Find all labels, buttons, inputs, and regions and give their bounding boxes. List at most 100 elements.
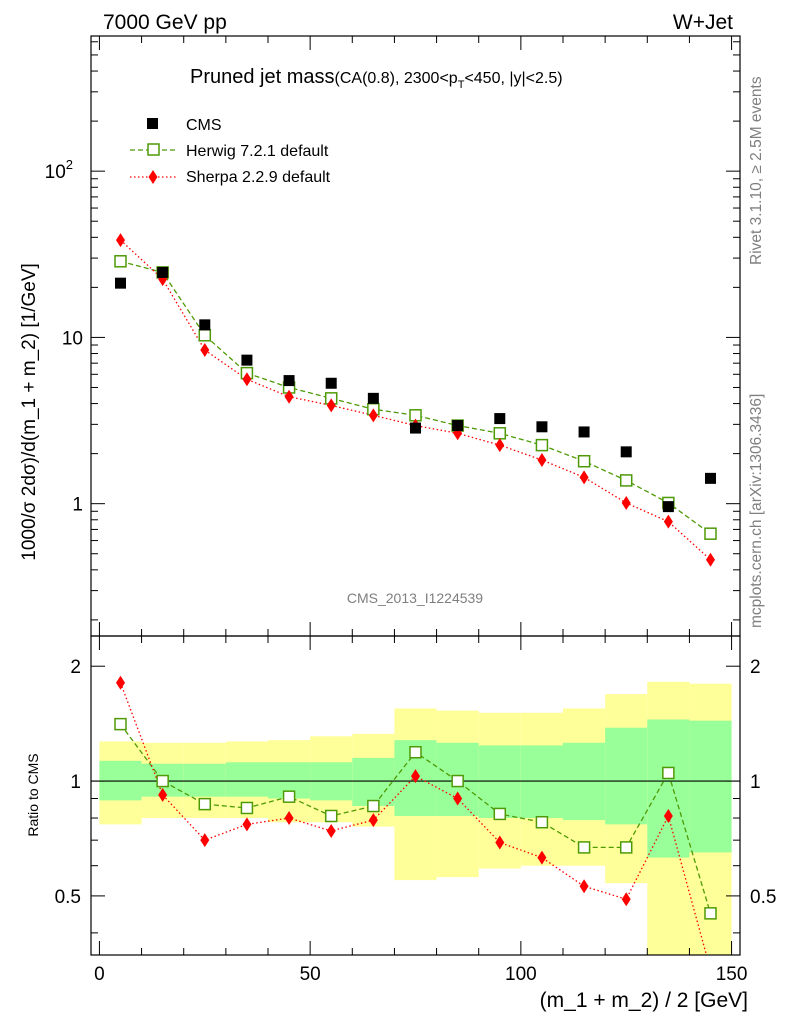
cms-point [325,377,337,389]
sherpa-ratio-point [579,879,589,894]
sherpa-ratio-line [119,682,708,955]
cms-point [578,426,590,438]
cms-point [705,472,716,484]
band-1sigma [689,720,732,853]
ratio-y-tick-label-right: 1 [750,772,761,793]
x-tick-label: 0 [94,964,105,985]
sherpa-point [579,470,589,485]
mcplots-label: mcplots.cern.ch [arXiv:1306.3436] [748,394,765,628]
sherpa-point [537,453,547,468]
cms-point [536,421,548,433]
sherpa-ratio-point [621,892,631,907]
legend-marker-cms [147,118,158,129]
sherpa-point [284,389,294,404]
sherpa-ratio-point [495,835,505,850]
legend-marker-herwig [147,143,160,156]
sherpa-ratio-point [242,817,252,832]
cms-point [410,422,421,434]
herwig-ratio-point [156,774,169,788]
header-right: W+Jet [673,11,733,34]
herwig-line [120,260,711,535]
x-tick-label: 50 [300,964,321,985]
herwig-ratio-point [619,841,633,854]
cms-point [367,392,379,404]
sherpa-ratio-point [326,823,336,838]
cms-point [115,277,126,289]
herwig-ratio-point [451,774,464,788]
herwig-ratio-point [114,717,127,731]
sherpa-point [663,514,673,529]
herwig-ratio-point [282,790,296,803]
sherpa-point [368,408,378,423]
sherpa-ratio-point [284,811,294,826]
sherpa-ratio-point [158,787,168,802]
herwig-ratio-point [704,907,717,920]
cms-point [157,266,169,278]
band-1sigma [647,719,690,858]
cms-point [283,375,295,387]
herwig-ratio-point [324,809,338,823]
y-tick-label: 102 [45,157,73,183]
herwig-point [704,527,717,540]
band-1sigma [225,762,268,797]
main-title: Pruned jet mass(CA(0.8), 2300<pT<450, |y… [190,66,563,91]
ratio-ylabel: Ratio to CMS [25,753,41,836]
ratio-y-tick-label: 2 [70,657,81,678]
cms-point [494,413,506,425]
legend-label-cms: CMS [186,117,222,134]
ratio-y-tick-label-right: 2 [750,657,761,678]
sherpa-ratio-point [368,813,378,828]
x-tick-label: 100 [505,964,537,985]
herwig-ratio-point [198,797,212,811]
sherpa-ratio-point [663,808,673,823]
rivet-label: Rivet 3.1.10, ≥ 2.5M events [748,76,765,265]
analysis-id: CMS_2013_I1224539 [347,590,483,606]
herwig-point [114,255,127,268]
herwig-ratio-point [409,745,422,759]
sherpa-point [621,495,631,510]
sherpa-point [706,552,715,567]
y-tick-label-exp: 2 [66,157,73,172]
band-1sigma [520,745,563,819]
sherpa-point [495,438,505,453]
sherpa-point [200,343,210,358]
herwig-point [535,438,549,452]
herwig-point [619,474,633,487]
sherpa-ratio-point [200,833,210,848]
legend-label-herwig: Herwig 7.2.1 default [186,143,329,160]
herwig-ratio-point [535,815,549,829]
legend-marker-sherpa [148,170,158,184]
herwig-point [493,427,507,440]
sherpa-ratio-point [116,675,125,690]
herwig-ratio-point [493,807,507,821]
herwig-ratio-point [662,766,675,780]
band-1sigma [605,727,648,825]
ratio-y-tick-label: 1 [70,772,81,793]
cms-point [620,446,632,458]
band-1sigma [478,745,521,819]
band-1sigma [183,763,226,797]
y-tick-label-base: 10 [45,162,66,183]
herwig-point [198,329,212,342]
sherpa-point [242,372,252,387]
legend: CMS Herwig 7.2.1 default Sherpa 2.2.9 de… [130,117,331,186]
herwig-ratio-point [367,799,380,813]
cms-point [662,501,674,513]
cms-point [199,319,211,331]
sherpa-ratio-point [537,850,547,865]
legend-label-sherpa: Sherpa 2.2.9 default [186,169,331,186]
band-1sigma [352,757,395,807]
sherpa-ratio-point [411,769,420,784]
header-left: 7000 GeV pp [103,11,227,34]
ratio-y-tick-label-right: 0.5 [750,887,776,908]
herwig-ratio-point [240,801,254,815]
y-tick-label: 1 [72,495,83,516]
x-axis-label: (m_1 + m_2) / 2 [GeV] [540,989,748,1012]
y-tick-label: 10 [62,328,83,349]
x-tick-label: 150 [716,964,748,985]
cms-point [452,420,464,432]
ratio-y-tick-label: 0.5 [55,887,81,908]
sherpa-point [326,398,336,413]
sherpa-line [120,239,711,561]
